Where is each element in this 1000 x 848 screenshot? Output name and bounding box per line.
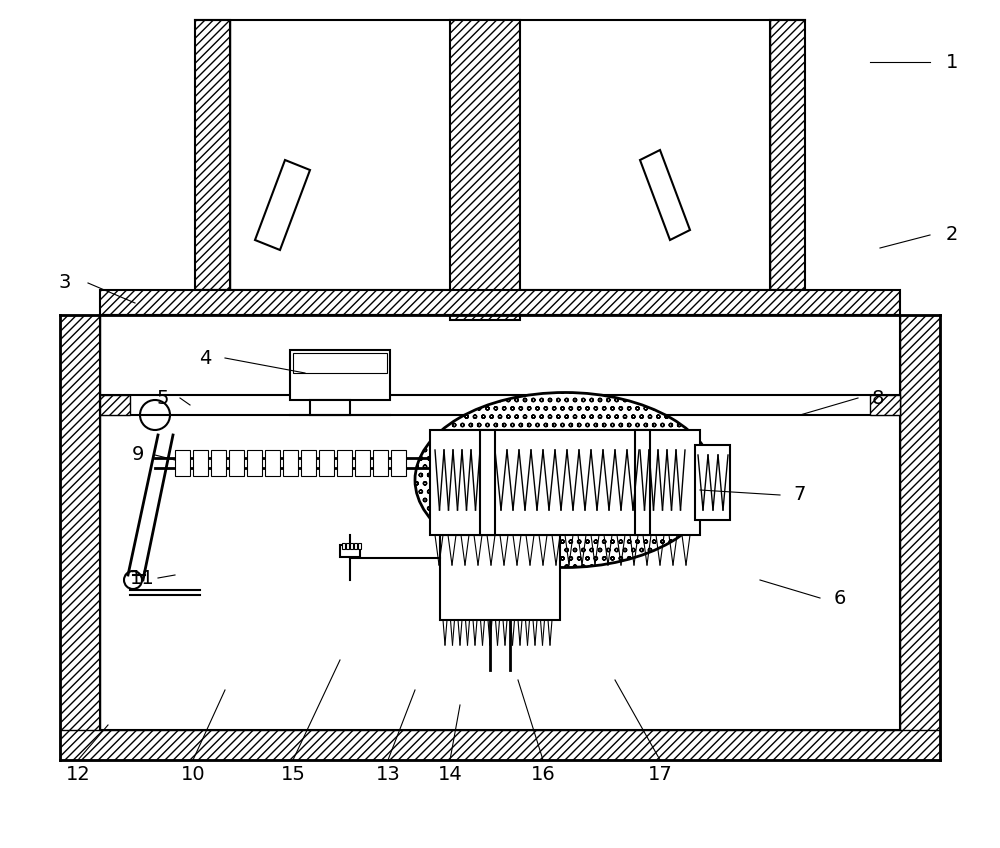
Bar — [430, 430, 700, 535]
Text: 6: 6 — [834, 589, 846, 607]
Bar — [60, 315, 100, 760]
Text: 8: 8 — [872, 388, 884, 408]
Bar — [350, 543, 353, 549]
Bar — [310, 400, 350, 415]
Bar — [195, 20, 230, 290]
Bar — [337, 450, 352, 476]
Bar — [391, 450, 406, 476]
Text: 4: 4 — [199, 349, 211, 367]
Ellipse shape — [415, 393, 715, 567]
Text: 11: 11 — [130, 568, 154, 588]
Bar — [340, 545, 360, 557]
Text: 15: 15 — [281, 766, 305, 784]
Bar — [283, 450, 298, 476]
Text: 9: 9 — [132, 445, 144, 465]
Text: 2: 2 — [946, 226, 958, 244]
Bar — [319, 450, 334, 476]
Bar — [695, 445, 730, 520]
Bar — [301, 450, 316, 476]
Text: 17: 17 — [648, 766, 672, 784]
Bar — [635, 430, 650, 535]
Text: 7: 7 — [794, 486, 806, 505]
Bar — [265, 450, 280, 476]
Text: 5: 5 — [157, 388, 169, 408]
Polygon shape — [640, 150, 690, 240]
Text: 16: 16 — [531, 766, 555, 784]
Bar — [100, 395, 130, 415]
Bar — [770, 20, 805, 290]
Bar — [480, 430, 495, 535]
Polygon shape — [255, 160, 310, 250]
Bar — [229, 450, 244, 476]
Text: 13: 13 — [376, 766, 400, 784]
Text: 1: 1 — [946, 53, 958, 71]
Bar — [870, 395, 900, 415]
Bar — [900, 315, 940, 760]
Bar — [358, 543, 361, 549]
Bar — [100, 395, 900, 415]
Bar — [193, 450, 208, 476]
Bar — [373, 450, 388, 476]
Bar — [211, 450, 226, 476]
Bar — [346, 543, 349, 549]
Text: 3: 3 — [59, 274, 71, 293]
Bar — [440, 535, 560, 620]
Bar — [293, 353, 387, 373]
Bar — [342, 543, 345, 549]
Bar — [290, 350, 390, 400]
Text: 12: 12 — [66, 766, 90, 784]
Bar — [175, 450, 190, 476]
Bar — [247, 450, 262, 476]
Text: 10: 10 — [181, 766, 205, 784]
Bar — [354, 543, 357, 549]
Bar — [60, 730, 940, 760]
Bar — [355, 450, 370, 476]
Text: 14: 14 — [438, 766, 462, 784]
Bar — [100, 290, 900, 315]
Bar — [450, 20, 520, 320]
